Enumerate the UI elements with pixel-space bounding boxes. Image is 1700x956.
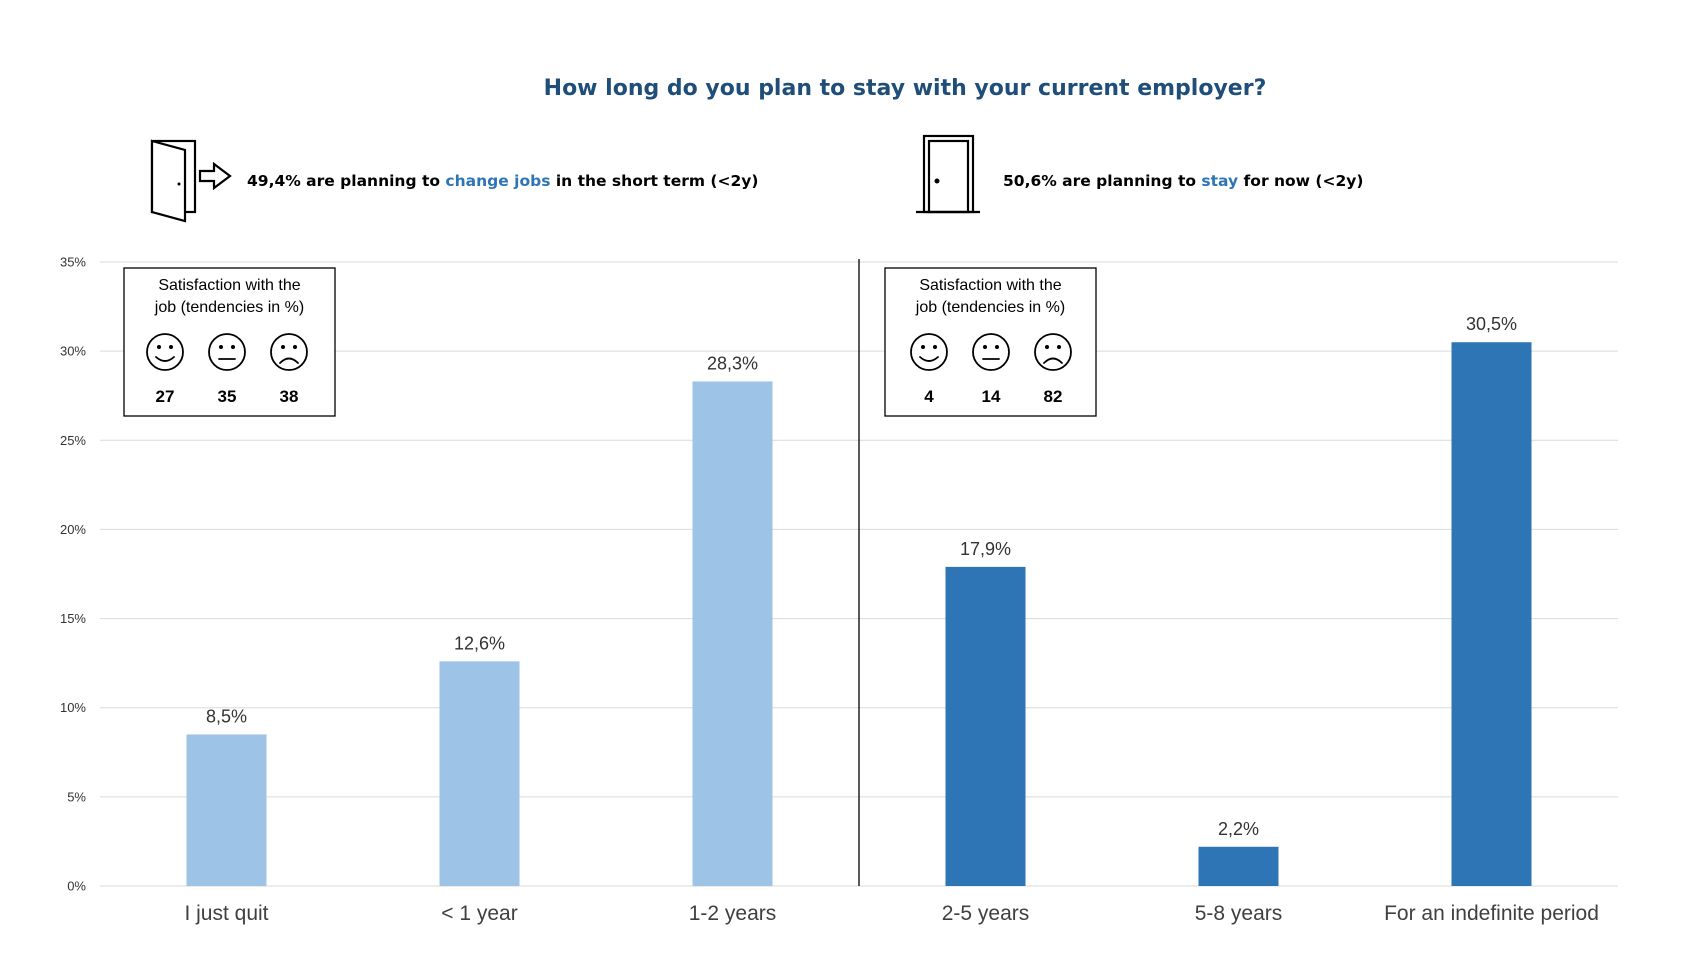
bar — [1198, 846, 1279, 886]
satisfaction-title-line1: Satisfaction with the — [919, 277, 1061, 294]
door-exit-arrow-icon — [150, 139, 232, 223]
category-label: I just quit — [184, 902, 268, 925]
category-label: For an indefinite period — [1384, 902, 1599, 925]
satisfaction-value-sad: 82 — [1044, 387, 1063, 406]
satisfaction-value-happy: 4 — [924, 387, 934, 406]
data-label: 8,5% — [206, 706, 247, 726]
data-label: 12,6% — [454, 633, 505, 653]
neutral-face-icon — [972, 333, 1010, 371]
data-label: 17,9% — [960, 539, 1011, 559]
closed-door-icon — [916, 134, 980, 214]
sad-face-icon — [270, 333, 308, 371]
satisfaction-title-line2: job (tendencies in %) — [915, 299, 1065, 316]
chart-title: How long do you plan to stay with your c… — [544, 76, 1267, 101]
category-label: 2-5 years — [942, 902, 1030, 925]
bar — [186, 734, 267, 886]
stay-summary-accent: stay — [1201, 172, 1238, 190]
data-label: 28,3% — [707, 353, 758, 373]
category-label: < 1 year — [441, 902, 517, 925]
satisfaction-box-leave: Satisfaction with the job (tendencies in… — [123, 267, 336, 417]
bar — [945, 566, 1026, 886]
y-tick-label: 20% — [60, 522, 86, 537]
satisfaction-value-neutral: 35 — [218, 387, 237, 406]
leave-summary-pre: 49,4% are planning to — [247, 172, 445, 190]
y-axis-ticks: 0% 5% 10% 15% 20% 25% 30% 35% — [60, 255, 86, 894]
y-tick-label: 35% — [60, 255, 86, 270]
stay-summary-post: for now (<2y) — [1238, 172, 1363, 190]
neutral-face-icon — [208, 333, 246, 371]
stay-summary: 50,6% are planning to stay for now (<2y) — [1003, 172, 1363, 190]
satisfaction-title-line2: job (tendencies in %) — [154, 299, 304, 316]
satisfaction-value-neutral: 14 — [982, 387, 1001, 406]
category-label: 5-8 years — [1195, 902, 1283, 925]
category-labels: I just quit < 1 year 1-2 years 2-5 years 5-8… — [184, 902, 1598, 925]
data-labels: 8,5% 12,6% 28,3% 17,9% 2,2% 30,5% — [206, 314, 1517, 839]
bar — [692, 381, 773, 886]
y-tick-label: 5% — [67, 789, 86, 804]
y-tick-label: 30% — [60, 344, 86, 359]
satisfaction-value-happy: 27 — [156, 387, 175, 406]
stay-summary-pre: 50,6% are planning to — [1003, 172, 1201, 190]
bar — [439, 661, 520, 886]
satisfaction-value-sad: 38 — [280, 387, 299, 406]
bar — [1451, 342, 1532, 886]
data-label: 30,5% — [1466, 314, 1517, 334]
y-tick-label: 0% — [67, 879, 86, 894]
satisfaction-title-line1: Satisfaction with the — [158, 277, 300, 294]
smiley-face-icon — [910, 333, 948, 371]
leave-summary-post: in the short term (<2y) — [550, 172, 758, 190]
leave-summary: 49,4% are planning to change jobs in the… — [247, 172, 758, 190]
y-tick-label: 25% — [60, 433, 86, 448]
y-tick-label: 10% — [60, 700, 86, 715]
category-label: 1-2 years — [689, 902, 777, 925]
sad-face-icon — [1034, 333, 1072, 371]
leave-summary-accent: change jobs — [445, 172, 550, 190]
data-label: 2,2% — [1218, 819, 1259, 839]
smiley-face-icon — [146, 333, 184, 371]
satisfaction-box-stay: Satisfaction with the job (tendencies in… — [884, 267, 1097, 417]
y-tick-label: 15% — [60, 611, 86, 626]
bars — [186, 342, 1532, 886]
